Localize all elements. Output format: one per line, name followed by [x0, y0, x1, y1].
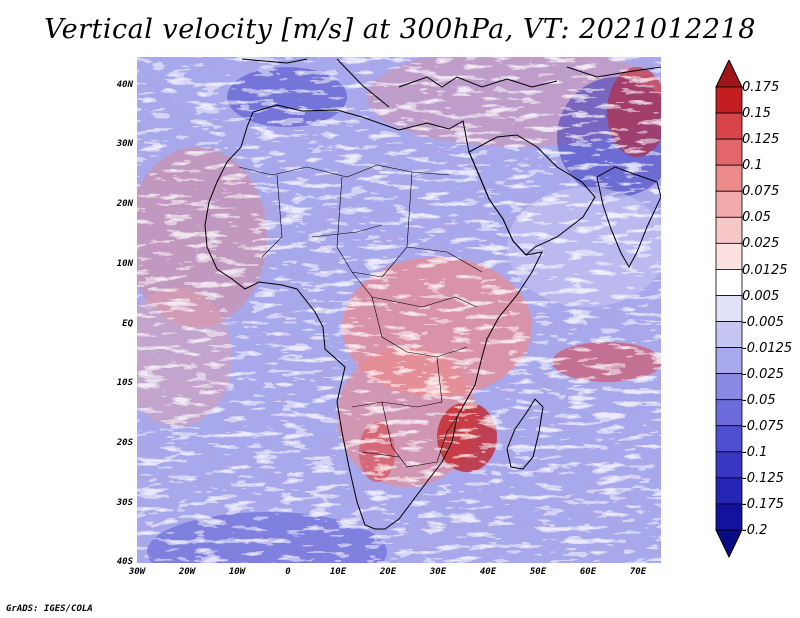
colorbar-band [715, 164, 743, 192]
madagascar-coastline [506, 398, 544, 470]
colorbar-band [715, 216, 743, 244]
colorbar-label-6: 0.025 [742, 236, 780, 251]
colorbar-band [715, 190, 743, 218]
colorbar-label-4: 0.075 [742, 184, 780, 199]
colorbar-label-16: -0.175 [742, 497, 784, 512]
india-coastline [596, 166, 661, 269]
lat-label-40n: 40N [116, 80, 133, 90]
lon-label-10w: 10W [228, 567, 246, 577]
lon-label-60e: 60E [579, 567, 597, 577]
map-panel [137, 57, 661, 563]
colorbar-band [715, 477, 743, 505]
vertical-velocity-field [137, 57, 661, 563]
coastlines [204, 58, 661, 530]
lon-label-0: 0 [285, 567, 291, 577]
colorbar-label-12: -0.05 [742, 393, 776, 408]
colorbar-label-0: 0.175 [742, 80, 780, 95]
colorbar-label-13: -0.075 [742, 419, 784, 434]
colorbar-band [715, 242, 743, 270]
lat-label-10s: 10S [116, 378, 133, 388]
colorbar-band [715, 295, 743, 322]
colorbar-band [715, 138, 743, 166]
lon-label-50e: 50E [529, 567, 547, 577]
lat-label-20n: 20N [116, 199, 133, 209]
colorbar-label-7: 0.0125 [742, 263, 788, 278]
triangle-up-icon [715, 60, 743, 88]
colorbar-label-15: -0.125 [742, 471, 784, 486]
colorbar-label-5: 0.05 [742, 210, 771, 225]
colorbar-band [715, 321, 743, 348]
colorbar-band [715, 347, 743, 375]
country-borders [238, 164, 483, 468]
africa-coastline [204, 104, 543, 530]
footer-credit: GrADS: IGES/COLA [6, 604, 93, 614]
colorbar [715, 60, 743, 559]
field-texture [137, 57, 661, 563]
lon-label-20e: 20E [379, 567, 397, 577]
colorbar-band [715, 503, 743, 531]
europe-coastline [241, 58, 661, 108]
colorbar-label-3: 0.1 [742, 158, 763, 173]
colorbar-band [715, 399, 743, 427]
colorbar-band [715, 112, 743, 140]
colorbar-band [715, 451, 743, 479]
colorbar-label-17: -0.2 [742, 523, 768, 538]
lat-label-10n: 10N [116, 259, 133, 269]
triangle-down-icon [715, 529, 743, 559]
lon-label-70e: 70E [629, 567, 647, 577]
colorbar-band [715, 86, 743, 114]
colorbar-label-8: 0.005 [742, 289, 780, 304]
colorbar-bands [715, 86, 743, 531]
arabia-coastline [468, 134, 596, 256]
lat-label-30s: 30S [116, 498, 133, 508]
lat-label-eq: EQ [122, 319, 133, 329]
lon-label-40e: 40E [479, 567, 497, 577]
colorbar-label-10: -0.0125 [742, 341, 793, 356]
lat-label-30n: 30N [116, 139, 133, 149]
lon-label-10e: 10E [329, 567, 347, 577]
colorbar-band [715, 269, 743, 296]
lat-label-40s: 40S [116, 557, 133, 567]
colorbar-label-9: -0.005 [742, 315, 784, 330]
lat-label-20s: 20S [116, 438, 133, 448]
plot-title: Vertical velocity [m/s] at 300hPa, VT: 2… [44, 14, 756, 45]
colorbar-band [715, 425, 743, 453]
lon-label-20w: 20W [178, 567, 196, 577]
lon-label-30w: 30W [128, 567, 146, 577]
colorbar-label-14: -0.1 [742, 445, 768, 460]
colorbar-label-11: -0.025 [742, 367, 784, 382]
colorbar-label-1: 0.15 [742, 106, 771, 121]
colorbar-band [715, 373, 743, 401]
colorbar-label-2: 0.125 [742, 132, 780, 147]
lon-label-30e: 30E [429, 567, 447, 577]
